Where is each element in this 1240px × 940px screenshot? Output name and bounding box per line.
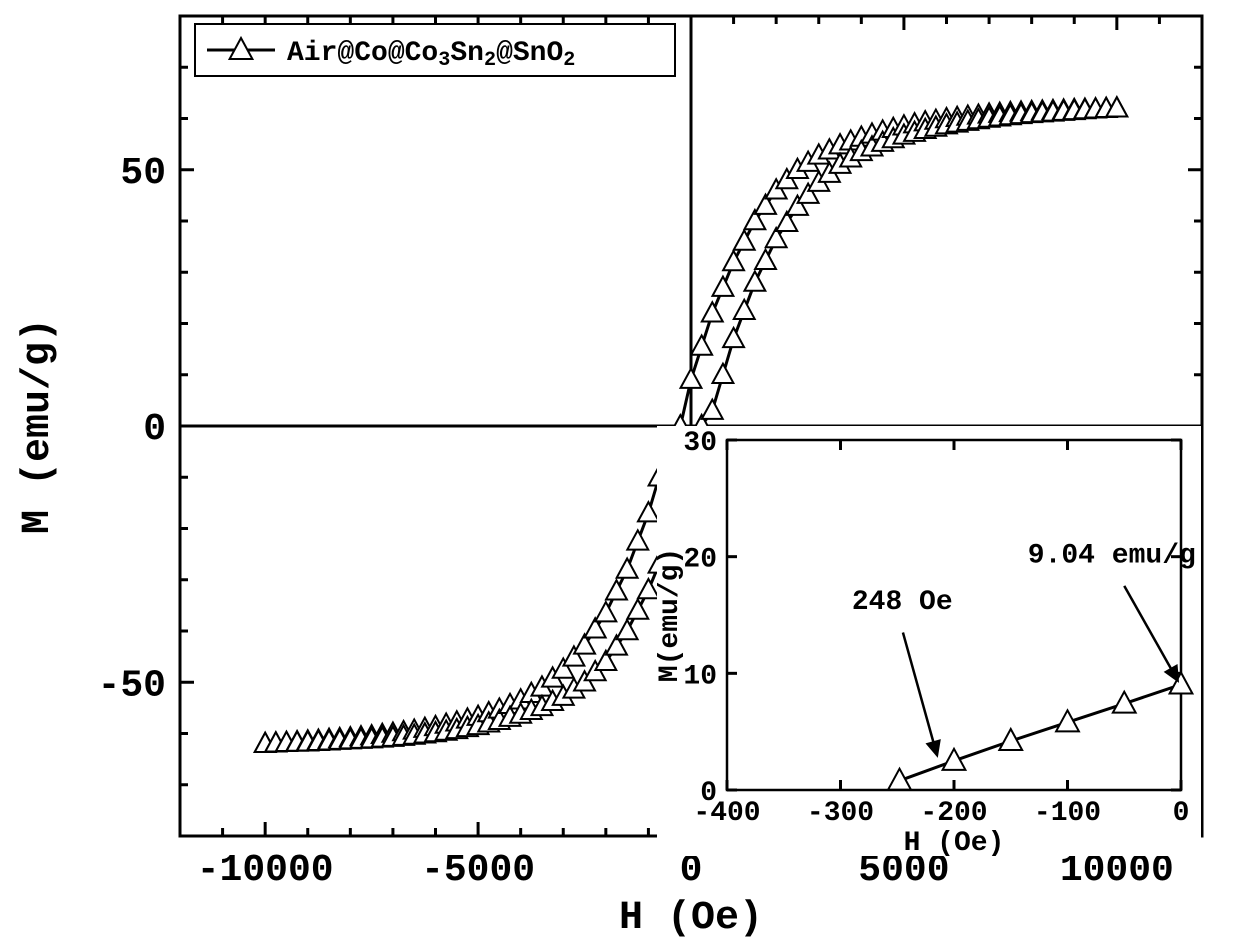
inset-y-tick: 20 (683, 545, 717, 576)
inset-y-tick: 10 (683, 661, 717, 692)
inset-y-tick: 30 (683, 428, 717, 459)
triangle-marker (681, 369, 702, 388)
inset-x-tick: 0 (1173, 798, 1190, 829)
y-tick-label: 0 (143, 408, 166, 451)
triangle-marker (712, 277, 733, 296)
y-tick-label: 50 (120, 152, 166, 195)
legend-label: Air@Co@Co3Sn2@SnO2 (287, 38, 575, 72)
inset-x-tick: -100 (1034, 798, 1101, 829)
chart-svg: -10000-50000500010000-50050H (Oe)M (emu/… (0, 0, 1240, 940)
triangle-marker (723, 328, 744, 347)
triangle-marker (734, 231, 755, 250)
inset-chart: -400-300-200-10000102030H (Oe)M(emu/g)24… (655, 426, 1201, 859)
inset-annotation: 248 Oe (852, 587, 953, 618)
triangle-marker (723, 251, 744, 270)
triangle-marker (627, 530, 648, 549)
triangle-marker (617, 620, 638, 639)
triangle-marker (638, 502, 659, 521)
x-axis-label: H (Oe) (619, 896, 763, 940)
triangle-marker (755, 250, 776, 269)
inset-y-label: M(emu/g) (655, 548, 686, 682)
inset-annotation: 9.04 emu/g (1028, 541, 1196, 572)
x-tick-label: -5000 (421, 849, 535, 892)
inset-y-tick: 0 (700, 778, 717, 809)
inset-x-label: H (Oe) (904, 828, 1005, 859)
inset-x-tick: -200 (920, 798, 987, 829)
x-tick-label: -10000 (197, 849, 334, 892)
triangle-marker (702, 400, 723, 419)
y-axis-label: M (emu/g) (16, 318, 61, 534)
triangle-marker (691, 335, 712, 354)
triangle-marker (617, 559, 638, 578)
y-tick-label: -50 (98, 664, 166, 707)
triangle-marker (712, 364, 733, 383)
inset-x-tick: -300 (807, 798, 874, 829)
triangle-marker (734, 300, 755, 319)
triangle-marker (702, 302, 723, 321)
inset-bg (657, 426, 1201, 856)
triangle-marker (606, 580, 627, 599)
triangle-marker (627, 600, 648, 619)
triangle-marker (744, 272, 765, 291)
triangle-marker (595, 602, 616, 621)
chart-container: -10000-50000500010000-50050H (Oe)M (emu/… (0, 0, 1240, 940)
